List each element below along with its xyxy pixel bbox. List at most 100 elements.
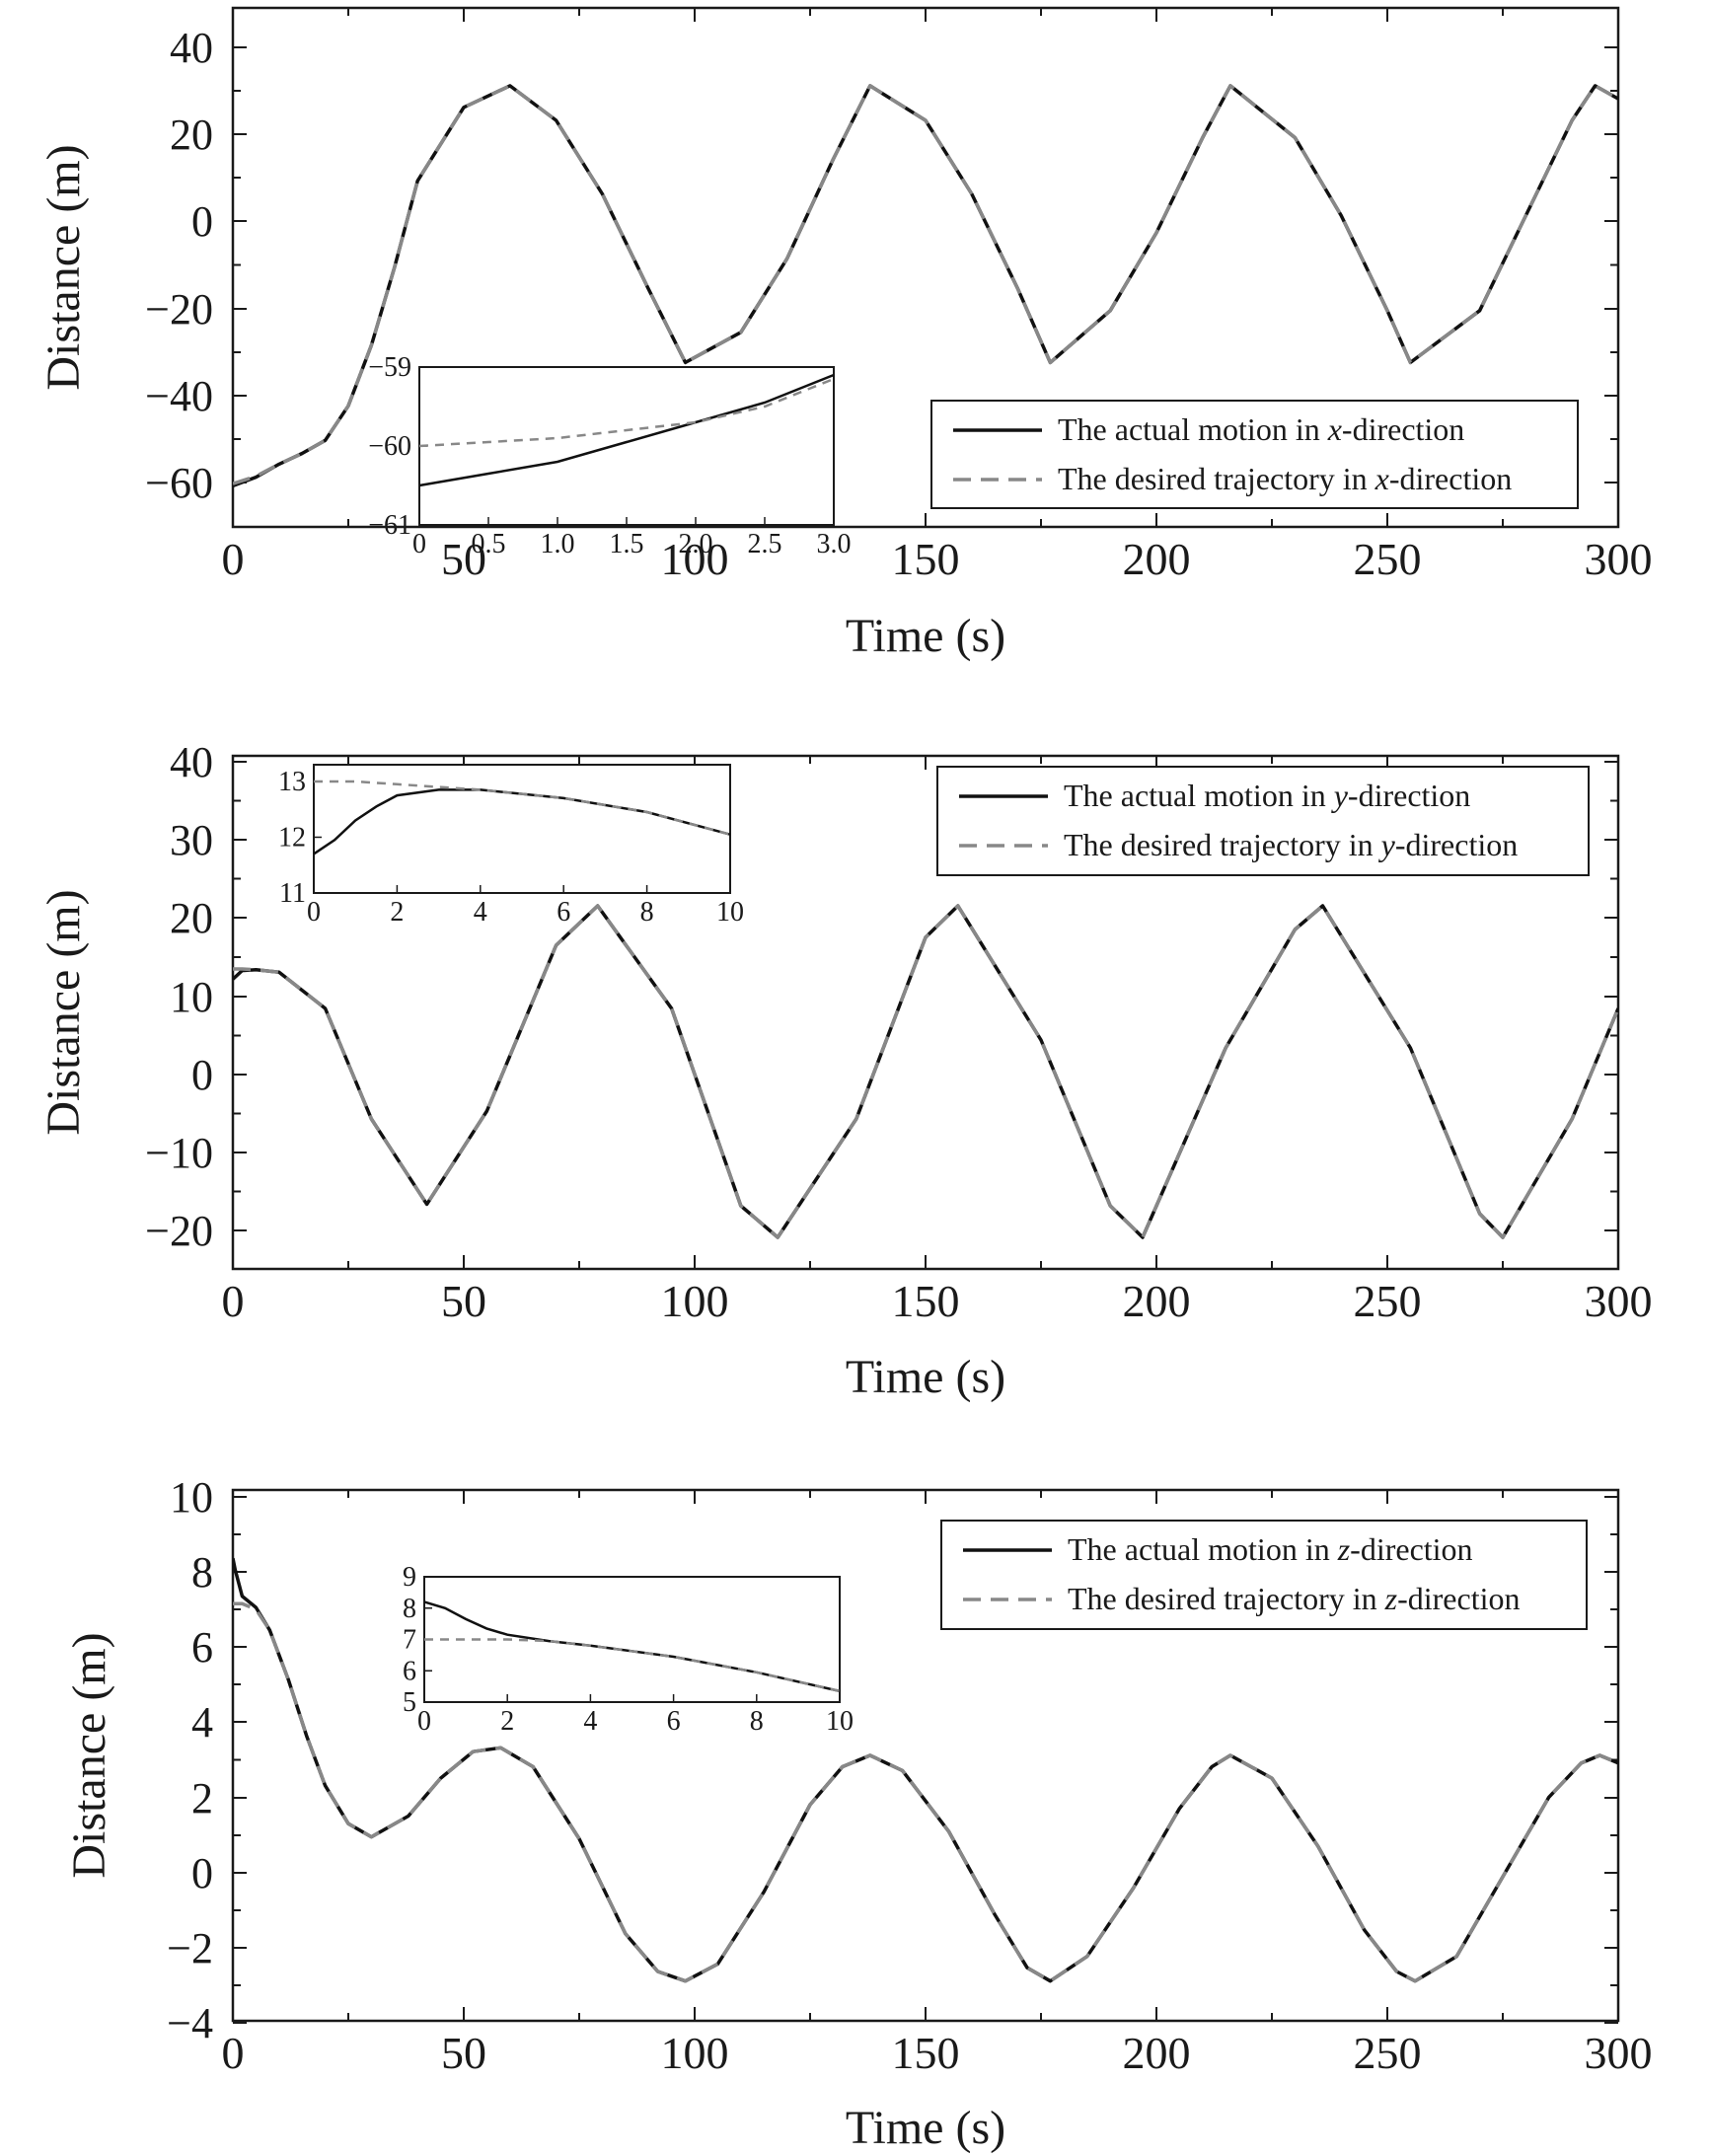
x-tick-label: 0	[222, 534, 245, 584]
legend-box	[936, 766, 1590, 876]
inset-x-tick-label: 1.0	[541, 529, 575, 559]
y-tick-label: 0	[191, 1849, 213, 1897]
inset-frame	[418, 366, 835, 526]
legend-label-prefix: The actual motion in	[1064, 778, 1334, 813]
x-tick-label: 0	[222, 2028, 245, 2078]
inset-x-tick-label: 8	[640, 897, 654, 928]
inset-x-tick-label: 8	[750, 1706, 764, 1737]
legend-label-suffix: -direction	[1389, 461, 1512, 496]
inset-x-tick-label: 1.5	[610, 529, 644, 559]
x-tick-label: 100	[661, 534, 729, 584]
legend-label-suffix: -direction	[1348, 778, 1470, 813]
legend-label-axis: y	[1331, 778, 1349, 813]
y-tick-label: −20	[145, 285, 213, 334]
inset-x-tick-label: 4	[474, 897, 487, 928]
y-tick-label: 20	[170, 894, 213, 942]
x-axis-label: Time (s)	[846, 610, 1005, 662]
legend-label-axis: x	[1327, 411, 1342, 447]
y-tick-label: −10	[145, 1129, 213, 1177]
inset-series-line-actual	[418, 373, 835, 487]
inset-y-tick-label: −61	[368, 510, 411, 541]
series-line-actual	[233, 904, 1618, 1239]
inset-series-line-desired	[314, 780, 731, 836]
inset-y-tick-label: 13	[278, 767, 306, 797]
inset-x-tick-label: 2.5	[748, 529, 782, 559]
x-tick-label: 100	[661, 2028, 729, 2078]
y-tick-label: 4	[191, 1698, 213, 1747]
legend-box	[940, 1520, 1588, 1630]
legend-label-axis: y	[1378, 827, 1396, 862]
y-tick-label: 6	[191, 1623, 213, 1672]
legend-label: The actual motion in z-direction	[1068, 1531, 1473, 1567]
y-tick-label: 30	[170, 816, 213, 864]
legend-label: The actual motion in y-direction	[1064, 778, 1470, 813]
y-axis-label: Distance (m)	[37, 144, 90, 390]
y-tick-label: 0	[191, 197, 213, 246]
inset-x-tick-label: 4	[583, 1706, 597, 1737]
y-axis-label: Distance (m)	[63, 1632, 115, 1878]
y-tick-label: 2	[191, 1774, 213, 1822]
x-tick-label: 150	[892, 534, 960, 584]
inset-x-tick-label: 2	[500, 1706, 514, 1737]
x-axis-label: Time (s)	[846, 1351, 1005, 1403]
legend-label-axis: x	[1375, 461, 1389, 496]
y-tick-label: 8	[191, 1548, 213, 1597]
legend-label-suffix: -direction	[1342, 411, 1464, 447]
legend-label-prefix: The desired trajectory in	[1064, 827, 1381, 862]
inset-series-line-desired	[418, 377, 835, 448]
x-tick-label: 50	[441, 2028, 486, 2078]
x-tick-label: 300	[1585, 1276, 1653, 1326]
inset-frame	[423, 1576, 841, 1703]
x-tick-label: 50	[441, 534, 486, 584]
x-tick-label: 250	[1354, 534, 1422, 584]
inset-x-tick-label: 2.0	[679, 529, 713, 559]
y-tick-label: 10	[170, 973, 213, 1021]
inset-x-tick-label: 2	[390, 897, 404, 928]
legend-label-suffix: -direction	[1395, 827, 1518, 862]
x-tick-label: 50	[441, 1276, 486, 1326]
y-tick-label: −2	[167, 1924, 213, 1972]
inset-series-line-desired	[424, 1638, 841, 1693]
x-tick-label: 100	[661, 1276, 729, 1326]
inset-x-tick-label: 3.0	[817, 529, 852, 559]
series-line-desired	[233, 1601, 1618, 1983]
x-tick-label: 150	[892, 1276, 960, 1326]
x-tick-label: 200	[1123, 2028, 1191, 2078]
inset-y-tick-label: 12	[278, 822, 306, 853]
inset-plot: 0 0.5 1.0 1.5 2.0 2.5 3.0 −59 −60 −61	[368, 352, 851, 559]
legend-label: The actual motion in x-direction	[1058, 411, 1464, 447]
y-tick-label: −60	[145, 459, 213, 507]
legend-label-prefix: The desired trajectory in	[1068, 1581, 1385, 1616]
legend: The actual motion in z-direction The desi…	[940, 1520, 1588, 1630]
y-tick-label: 10	[170, 1473, 213, 1522]
x-tick-label: 250	[1354, 1276, 1422, 1326]
inset-x-tick-label: 0.5	[472, 529, 506, 559]
legend-box	[930, 400, 1579, 509]
legend-label: The desired trajectory in x-direction	[1058, 461, 1512, 496]
x-axis-label: Time (s)	[846, 2102, 1005, 2154]
x-tick-label: 250	[1354, 2028, 1422, 2078]
legend-label-prefix: The desired trajectory in	[1058, 461, 1375, 496]
inset-x-tick-label: 6	[667, 1706, 681, 1737]
inset-y-tick-label: −59	[368, 352, 411, 383]
legend-label: The desired trajectory in z-direction	[1068, 1581, 1520, 1616]
legend-label-prefix: The actual motion in	[1058, 411, 1328, 447]
inset-y-tick-label: −60	[368, 431, 411, 462]
inset-y-tick-label: 11	[279, 878, 306, 909]
inset-y-tick-label: 7	[403, 1625, 416, 1656]
x-tick-label: 200	[1123, 1276, 1191, 1326]
inset-y-tick-label: 9	[403, 1562, 416, 1593]
x-tick-label: 200	[1123, 534, 1191, 584]
inset-x-tick-label: 0	[307, 897, 321, 928]
inset-y-tick-label: 8	[403, 1594, 416, 1624]
y-tick-label: −20	[145, 1207, 213, 1255]
series-line-desired	[233, 904, 1618, 1239]
series-line-desired	[233, 84, 1618, 485]
legend-label-suffix: -direction	[1397, 1581, 1520, 1616]
legend-label: The desired trajectory in y-direction	[1064, 827, 1518, 862]
